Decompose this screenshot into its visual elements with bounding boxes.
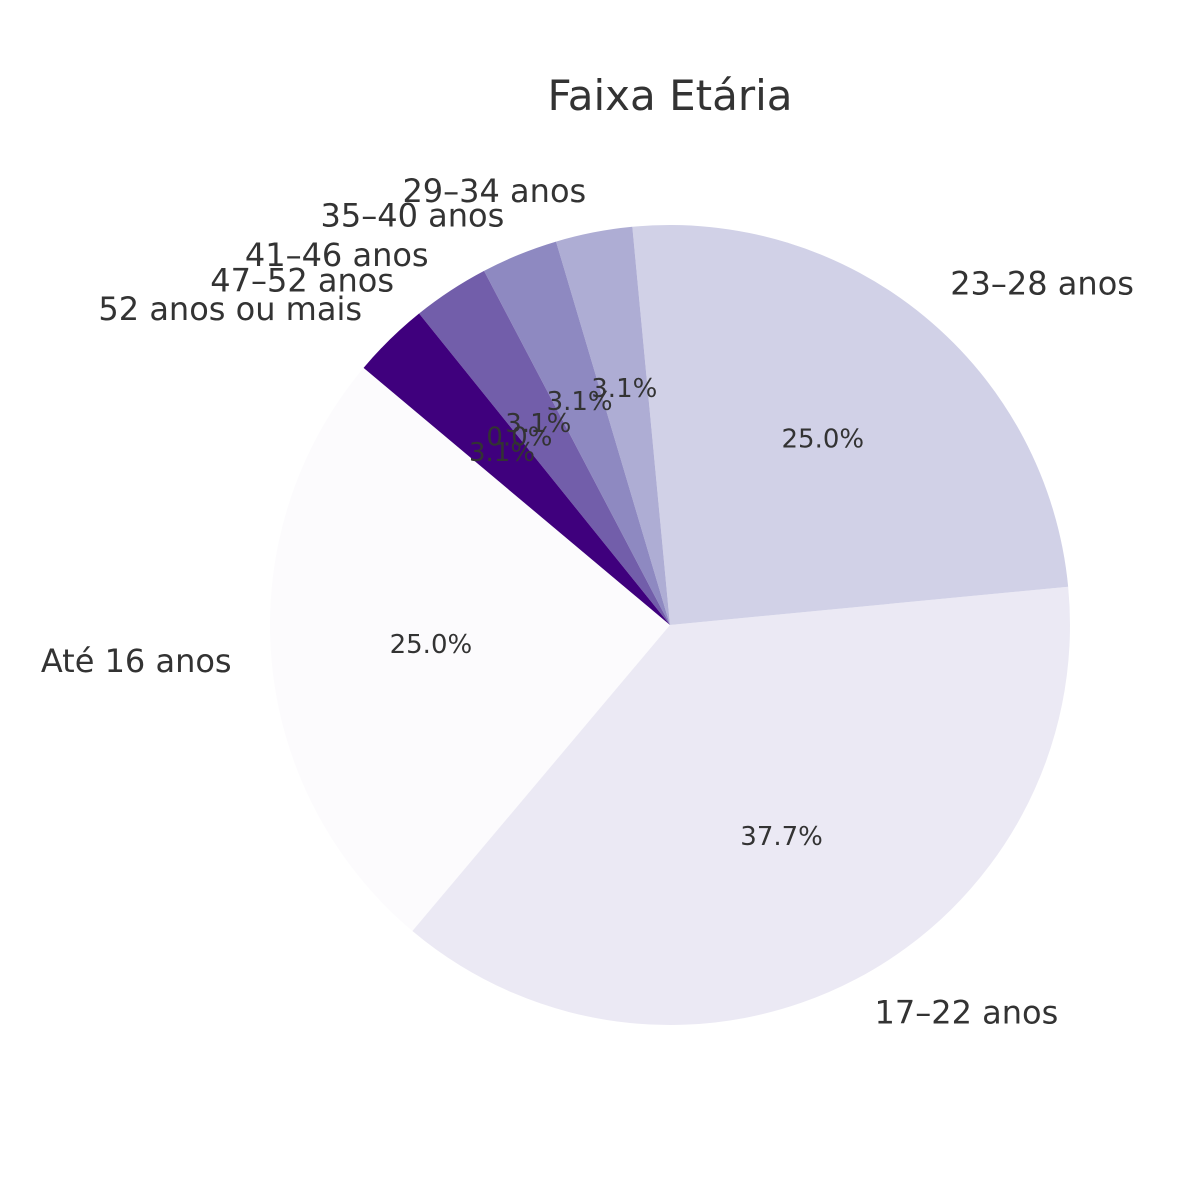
slice-label-17-22-anos: 17–22 anos xyxy=(875,994,1059,1032)
pct-label-41-46-anos: 3.1% xyxy=(505,409,571,439)
slice-label-47-52-anos: 47–52 anos xyxy=(210,261,394,299)
pie-slice-23-28-anos xyxy=(632,225,1069,626)
chart-title: Faixa Etária xyxy=(547,71,792,120)
slice-label-35-40-anos: 35–40 anos xyxy=(321,196,505,234)
slice-label-41-46-anos: 41–46 anos xyxy=(245,236,429,274)
pie-labels: Até 16 anos 25.0% 17–22 anos 37.7% 23–28 ano… xyxy=(41,172,1134,1032)
pct-label-23-28-anos: 25.0% xyxy=(781,424,864,454)
pct-label-47-52-anos: 0.0% xyxy=(486,423,552,453)
pct-label-ate-16-anos: 25.0% xyxy=(390,630,473,660)
slice-label-52-anos-ou-mais: 52 anos ou mais xyxy=(98,290,362,328)
pct-label-17-22-anos: 37.7% xyxy=(740,822,823,852)
pct-label-52-anos-ou-mais: 3.1% xyxy=(469,438,535,468)
pie-slice-35-40-anos xyxy=(484,241,670,625)
slice-label-23-28-anos: 23–28 anos xyxy=(950,265,1134,303)
slice-label-ate-16-anos: Até 16 anos xyxy=(41,642,232,680)
pie-slice-17-22-anos xyxy=(412,586,1070,1025)
pie-slice-ate-16-anos xyxy=(269,367,670,932)
pie-slice-52-anos-ou-mais xyxy=(363,313,670,625)
slice-label-29-34-anos: 29–34 anos xyxy=(402,172,586,210)
pie-slices xyxy=(269,225,1070,1025)
pie-slice-29-34-anos xyxy=(556,226,670,625)
pct-label-35-40-anos: 3.1% xyxy=(547,387,613,417)
pct-label-29-34-anos: 3.1% xyxy=(591,374,657,404)
pie-slice-41-46-anos xyxy=(419,270,670,625)
